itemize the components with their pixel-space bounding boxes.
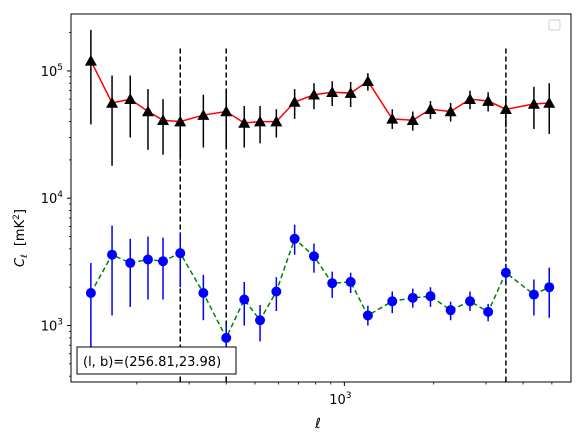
series-2-point-21 [465, 296, 476, 307]
series-2-point-5 [158, 256, 169, 267]
series-1-point-6 [174, 115, 187, 127]
series-2-point-18 [407, 292, 418, 303]
series-1-point-21 [464, 93, 477, 104]
y-axis-unit-sup: 2 [12, 214, 22, 220]
y-axis-label-main: C [13, 257, 28, 267]
series-1-point-24 [527, 97, 540, 109]
series-2 [85, 224, 555, 354]
series-1-point-25 [543, 96, 556, 108]
x-axis-label: ℓ [314, 416, 321, 432]
series-2-point-20 [445, 305, 456, 316]
series-2-point-16 [362, 310, 373, 321]
series-2-point-1 [85, 288, 96, 299]
series-2-point-19 [425, 291, 436, 302]
series-1-point-8 [220, 105, 233, 117]
series-1-point-5 [157, 114, 170, 126]
series-1-point-18 [406, 114, 419, 126]
series-2-point-14 [327, 278, 338, 289]
axis-ticks: 103 104 105 103 [41, 32, 553, 408]
series-1-point-16 [361, 75, 374, 87]
series-2-point-24 [528, 289, 539, 300]
series-1-point-11 [270, 115, 283, 127]
series-1-point-10 [254, 115, 267, 127]
series-1-point-12 [288, 95, 301, 107]
series-2-point-2 [107, 249, 118, 260]
svg-text:Cℓ[mK2]: Cℓ [mK2] [12, 209, 30, 267]
annotation-text: (l, b)=(256.81,23.98) [83, 355, 221, 370]
series-2-point-12 [289, 233, 300, 244]
x-tick-label-1: 103 [329, 391, 351, 408]
plot-area [84, 29, 556, 382]
series-2-point-7 [198, 288, 209, 299]
series-2-point-23 [500, 267, 511, 278]
series-1-point-7 [197, 109, 210, 120]
series-1-point-14 [326, 86, 339, 98]
series-2-point-8 [221, 332, 232, 343]
y-tick-label-3: 105 [41, 63, 63, 80]
series-1-point-9 [238, 116, 251, 128]
series-1 [84, 29, 556, 166]
series-1-point-1 [84, 54, 97, 66]
series-1-point-19 [424, 103, 437, 115]
plot-content [84, 29, 556, 382]
series-2-point-4 [142, 254, 153, 265]
series-1-point-13 [307, 88, 320, 100]
series-2-point-11 [271, 286, 282, 297]
legend-box [548, 19, 561, 31]
series-1-point-15 [344, 87, 357, 98]
series-2-point-3 [125, 257, 136, 268]
y-axis-unit: [mK [13, 219, 28, 246]
series-2-point-17 [387, 296, 398, 307]
series-2-point-15 [345, 276, 356, 287]
series-2-point-22 [483, 306, 494, 317]
series-2-point-13 [308, 251, 319, 262]
series-1-point-20 [444, 105, 457, 117]
series-2-point-6 [175, 248, 186, 259]
series-1-point-22 [482, 95, 495, 106]
annotation-box: (l, b)=(256.81,23.98) [76, 346, 237, 375]
y-axis-label: Cℓ [mK2] [12, 209, 30, 267]
y-axis-label-sub: ℓ [20, 254, 30, 259]
series-1-point-17 [386, 112, 399, 124]
series-1-point-2 [106, 96, 119, 108]
series-2-point-25 [544, 282, 555, 293]
series-2-point-9 [239, 294, 250, 305]
series-1-point-23 [499, 103, 512, 115]
y-axis-unit-close: ] [13, 209, 28, 214]
series-1-point-4 [141, 105, 154, 117]
y-tick-label-2: 104 [41, 190, 64, 207]
series-2-point-10 [255, 315, 266, 326]
series-1-point-3 [124, 93, 137, 104]
y-tick-label-1: 103 [41, 318, 63, 335]
